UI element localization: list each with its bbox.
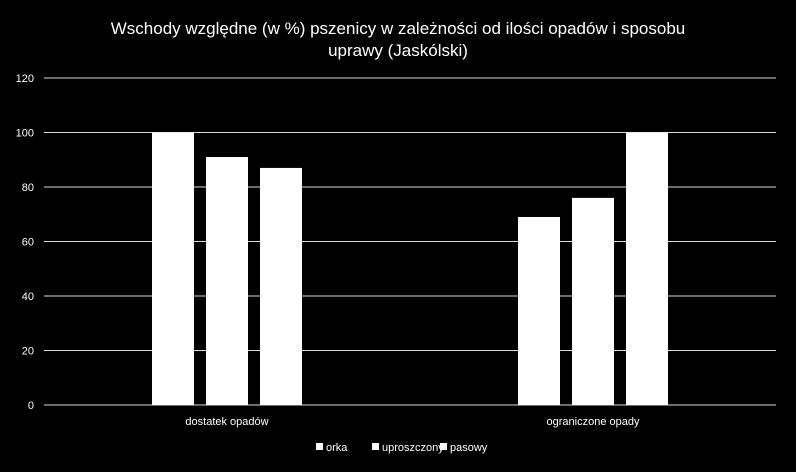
legend-label: uproszczony: [382, 442, 444, 454]
bar-uproszczony: [206, 157, 248, 405]
y-axis-ticks: 0 20 40 60 80 100 120: [16, 73, 34, 412]
legend-label: orka: [326, 442, 348, 454]
y-tick-label: 120: [16, 73, 34, 85]
legend-label: pasowy: [450, 442, 488, 454]
y-tick-label: 60: [22, 237, 34, 249]
y-tick-label: 20: [22, 346, 34, 358]
bar-pasowy: [626, 132, 668, 405]
y-tick-label: 40: [22, 291, 34, 303]
y-tick-label: 80: [22, 182, 34, 194]
legend-swatch: [316, 443, 323, 450]
y-tick-label: 0: [28, 400, 34, 412]
bar-pasowy: [260, 167, 302, 405]
category-label: dostatek opadów: [185, 416, 268, 428]
chart-title-line-2: uprawy (Jaskólski): [328, 41, 468, 60]
legend-swatch: [372, 443, 379, 450]
bars: [152, 132, 668, 405]
legend-swatch: [440, 443, 447, 450]
y-tick-label: 100: [16, 128, 34, 140]
bar-orka: [518, 216, 560, 405]
bar-orka: [152, 132, 194, 405]
legend: orka uproszczony pasowy: [316, 442, 488, 454]
chart-title-line-1: Wschody względne (w %) pszenicy w zależn…: [111, 19, 686, 38]
x-axis-categories: dostatek opadów ograniczone opady: [185, 416, 640, 428]
bar-uproszczony: [572, 197, 614, 405]
category-label: ograniczone opady: [547, 416, 640, 428]
